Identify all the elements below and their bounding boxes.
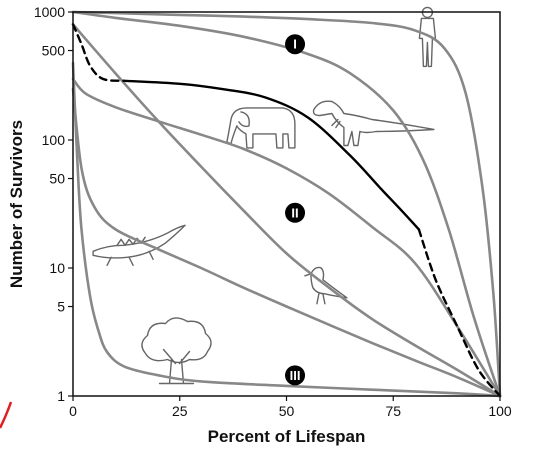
x-tick-label: 25 — [172, 403, 188, 419]
region-marker — [285, 34, 306, 55]
y-tick-label: 10 — [49, 260, 65, 276]
region-label: III — [290, 368, 301, 383]
region-label: II — [291, 205, 298, 220]
bird-icon — [304, 266, 348, 305]
y-tick-label: 1 — [57, 388, 65, 404]
x-tick-label: 75 — [385, 403, 401, 419]
t-rex-icon — [312, 100, 435, 147]
y-tick-label: 100 — [42, 132, 66, 148]
crocodile-icon — [92, 224, 186, 267]
survivorship-curve-5 — [71, 87, 502, 398]
x-axis-title: Percent of Lifespan — [208, 427, 366, 446]
y-axis-title: Number of Survivors — [7, 120, 26, 288]
x-tick-label: 0 — [69, 403, 77, 419]
region-label: I — [293, 37, 297, 52]
y-tick-label: 5 — [57, 299, 65, 315]
curve-layer — [71, 10, 502, 398]
tick-layer: 0 25 50 75 100 1 5 10 50 100 500 1000 — [34, 4, 512, 419]
survivorship-curve-6 — [71, 61, 502, 398]
region-marker — [285, 202, 306, 223]
survivorship-curve-7 — [123, 79, 421, 231]
red-arc-mark — [0, 401, 13, 429]
plot-frame — [72, 11, 501, 397]
region-marker — [285, 365, 306, 386]
survivorship-curve-9 — [417, 228, 502, 398]
elephant-icon — [226, 107, 296, 149]
x-tick-label: 50 — [279, 403, 295, 419]
y-tick-label: 1000 — [34, 4, 65, 20]
y-tick-label: 50 — [49, 171, 65, 187]
x-tick-label: 100 — [488, 403, 512, 419]
y-tick-label: 500 — [42, 43, 66, 59]
survivorship-curve-8 — [71, 23, 126, 82]
survivorship-curve-1 — [71, 10, 502, 398]
tree-icon — [141, 317, 212, 385]
survivorship-curve-2 — [71, 10, 502, 398]
survivorship-curve-4 — [71, 23, 502, 398]
survivorship-curve-3 — [71, 77, 502, 398]
